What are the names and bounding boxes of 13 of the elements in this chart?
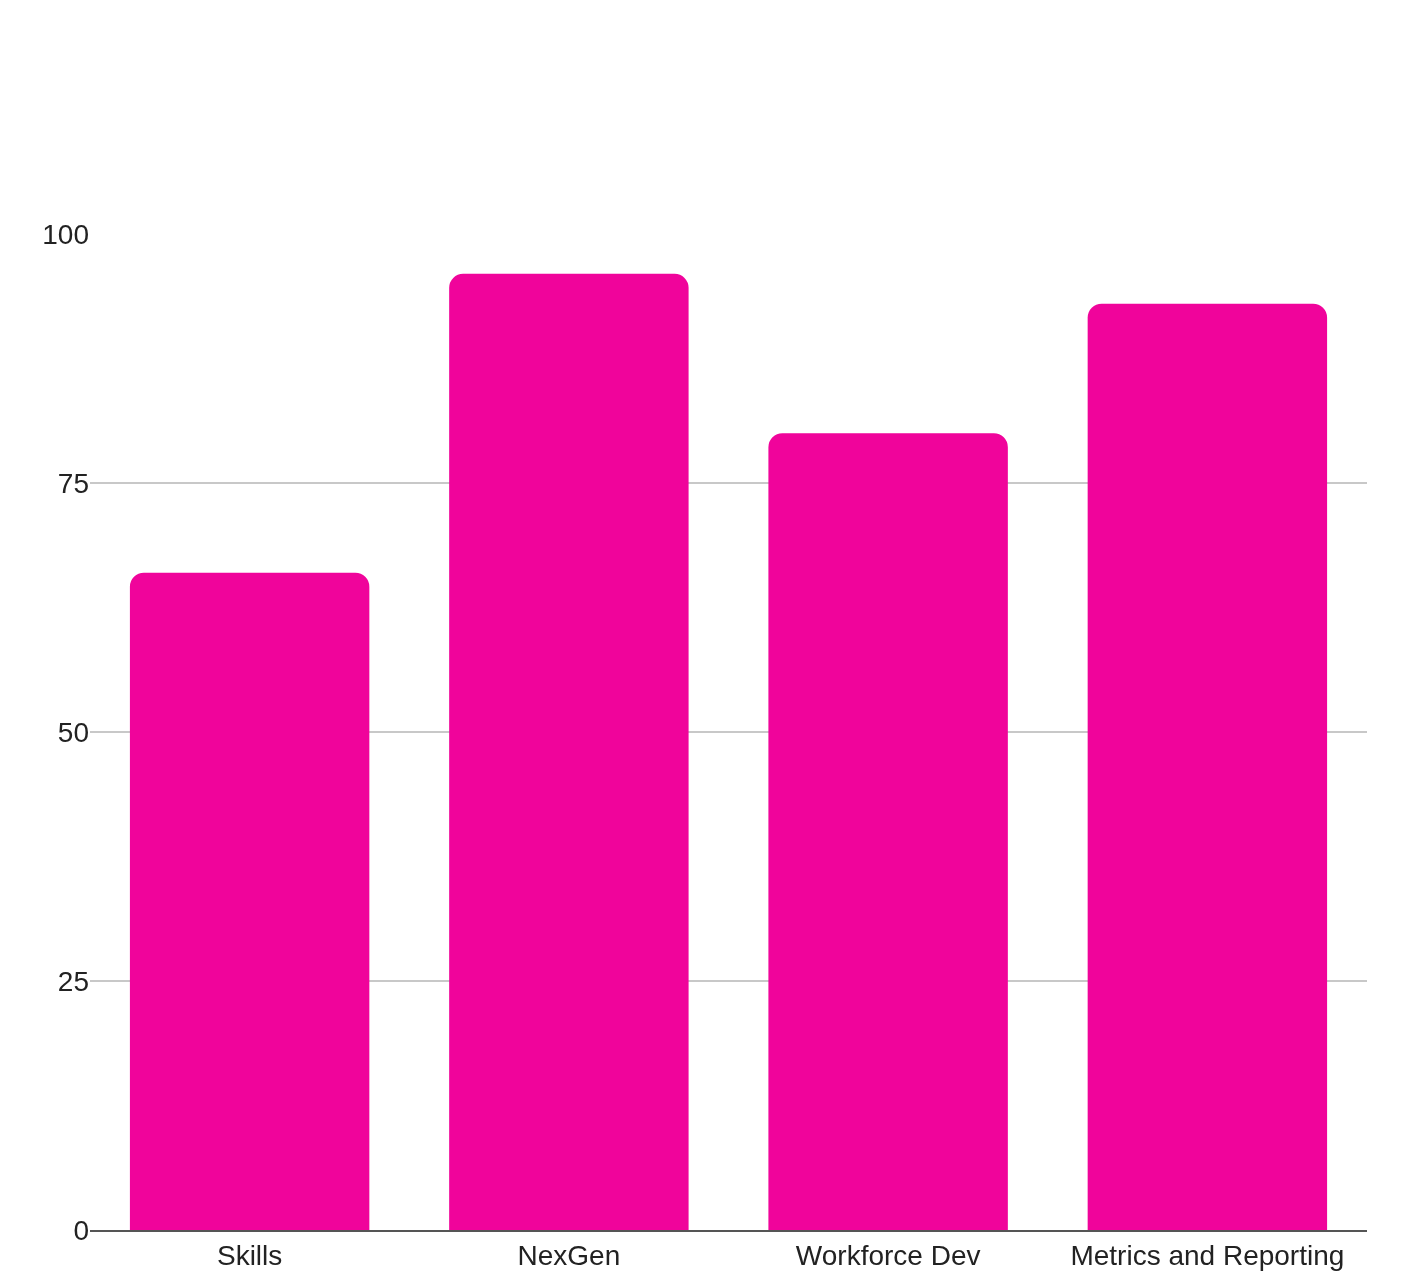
x-tick-label: NexGen	[517, 1240, 621, 1272]
x-tick-label: Metrics and Reporting	[1070, 1240, 1345, 1272]
y-tick-label: 100	[42, 218, 89, 250]
bar	[1087, 303, 1328, 1230]
x-tick-label: Skills	[216, 1240, 283, 1272]
y-tick-label: 50	[57, 716, 89, 748]
y-tick-label: 0	[73, 1214, 89, 1246]
y-tick-label: 75	[57, 467, 89, 499]
bar	[129, 572, 370, 1230]
y-tick-label: 25	[57, 965, 89, 997]
bar	[768, 433, 1008, 1230]
bar	[449, 273, 689, 1230]
x-tick-label: Workforce Dev	[795, 1240, 981, 1272]
